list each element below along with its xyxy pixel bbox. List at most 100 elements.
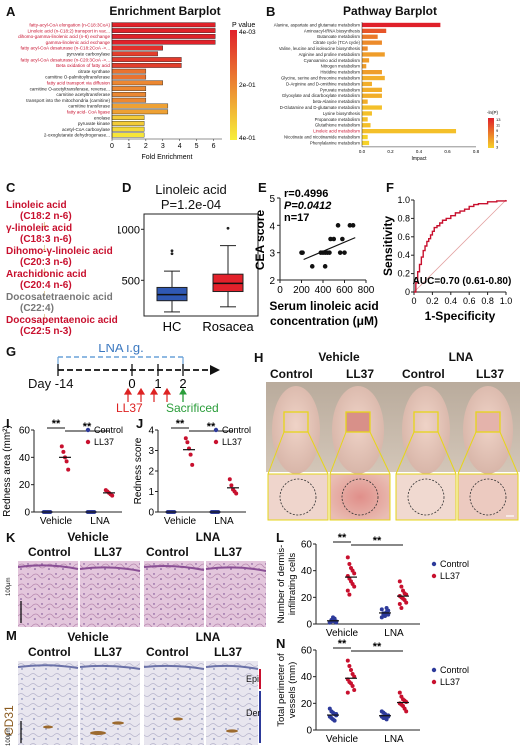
f-x-tick-label: 0 xyxy=(411,296,416,306)
dot-point xyxy=(64,459,69,464)
a-bar xyxy=(111,28,216,33)
he-images xyxy=(18,561,266,627)
a-category-label: pyruvate kinase xyxy=(78,121,111,126)
a-bar xyxy=(111,80,163,86)
pathway-barplot: Alanine, aspartate and glutamate metabol… xyxy=(274,22,501,162)
pathway-step-formula: (C20:3 n-6) xyxy=(20,257,72,268)
k-scale-label: 100μm xyxy=(6,577,12,596)
dot-y-tick-label: 3 xyxy=(148,446,154,457)
cd31-images xyxy=(18,661,261,745)
legend-marker xyxy=(431,561,437,567)
legend-label: Control xyxy=(222,425,251,435)
e-point xyxy=(350,223,356,228)
panel-label-n: N xyxy=(276,636,286,651)
b-legend-tick: 7 xyxy=(496,134,499,139)
k-sub-ll37-1: LL37 xyxy=(94,545,123,559)
dot-point xyxy=(352,688,357,692)
b-bar xyxy=(362,134,368,140)
pathway-step-formula: (C18:3 n-6) xyxy=(20,234,72,245)
b-bar xyxy=(362,46,368,51)
h-sub-ll37-2: LL37 xyxy=(476,367,505,381)
b-category-label: Alanine, aspartate and glutamate metabol… xyxy=(274,22,361,27)
infiltrating-cells-plot: 0 20 40 60 Vehicle LNA ** ** Control LL37 Number o… xyxy=(276,532,469,639)
e-x-label-1: Serum linoleic acid xyxy=(269,299,378,313)
dot-point xyxy=(352,584,357,589)
dot-point xyxy=(347,592,352,597)
legend-label: Control xyxy=(94,425,123,435)
b-x-tick-label: 0.8 xyxy=(473,149,480,154)
a-category-label: enolase xyxy=(94,115,111,120)
mouse-lna-ll37 xyxy=(463,386,513,474)
m-sub-control-1: Control xyxy=(28,645,71,659)
dot-point xyxy=(332,718,337,723)
b-category-label: Lysine biosynthesis xyxy=(323,111,360,116)
tick-1: 1 xyxy=(154,376,161,391)
dot-point xyxy=(347,562,352,566)
a-bar xyxy=(111,91,147,97)
e-stat-p: P=0.0412 xyxy=(284,200,331,212)
panel-label-i: I xyxy=(6,416,10,431)
a-legend-tick: 4e-01 xyxy=(239,135,256,142)
e-point xyxy=(335,223,341,228)
a-bar xyxy=(111,132,145,138)
b-bar xyxy=(362,22,441,28)
a-bar xyxy=(111,51,158,57)
b-bar xyxy=(362,99,368,104)
dot-y-label: Redness area (mm²) xyxy=(2,425,13,517)
dot-category-label: LNA xyxy=(384,734,404,745)
panel-label-m: M xyxy=(6,628,17,643)
e-point xyxy=(347,223,353,228)
dot-point xyxy=(404,709,409,714)
b-bar xyxy=(362,123,371,128)
dot-point xyxy=(379,607,384,612)
e-x-label-2: concentration (μM) xyxy=(270,314,378,328)
dot-point xyxy=(110,493,115,498)
dot-point xyxy=(397,579,402,584)
dot-point xyxy=(345,588,350,593)
b-x-label: Impact xyxy=(411,156,427,162)
f-y-tick-label: 1.0 xyxy=(397,195,410,205)
dot-y-label-1: Total perimeter of xyxy=(276,653,287,727)
b-category-label: beta-Alanine metabolism xyxy=(313,99,361,104)
sig-label: ** xyxy=(338,638,347,650)
dot-y-tick-label: 40 xyxy=(19,453,31,464)
dot-point xyxy=(183,436,188,441)
linoleic-pathway: Linoleic acid (C18:2 n-6) ↓ γ-linoleic acid… xyxy=(6,180,118,337)
panel-b-title: Pathway Barplot xyxy=(342,4,438,18)
e-point xyxy=(300,250,305,255)
dot-y-label: Redness score xyxy=(133,437,144,504)
panel-label-b: B xyxy=(266,4,276,19)
dot-point xyxy=(345,690,350,695)
e-x-tick-label: 0 xyxy=(277,285,283,296)
pathway-step-formula: (C22:5 n-3) xyxy=(20,326,72,337)
sig-label: ** xyxy=(207,421,216,433)
mouse-vehicle-ll37 xyxy=(332,386,384,474)
dot-y-label-1: Number of dermis- xyxy=(276,545,287,624)
dot-category-label: Vehicle xyxy=(40,516,73,526)
k-group-vehicle: Vehicle xyxy=(67,530,109,544)
dot-point xyxy=(383,614,387,618)
pathway-arrow: ↓ xyxy=(42,288,47,298)
dot-y-tick-label: 0 xyxy=(306,620,312,631)
f-y-tick-label: 0.2 xyxy=(397,269,410,279)
legend-marker xyxy=(213,427,219,433)
dot-point xyxy=(399,584,404,589)
legend-marker xyxy=(85,439,91,445)
a-bar xyxy=(111,68,147,74)
dot-category-label: Vehicle xyxy=(164,516,197,526)
a-category-label: citrate synthase xyxy=(78,69,111,74)
b-legend-tick: 11 xyxy=(496,123,501,128)
b-bar xyxy=(362,64,367,69)
dot-y-tick-label: 60 xyxy=(301,540,313,551)
a-legend-tick: 2e-01 xyxy=(239,82,256,89)
dot-point xyxy=(347,664,352,668)
ll37-arrows xyxy=(123,387,172,402)
dot-y-tick-label: 20 xyxy=(301,593,313,604)
b-bar xyxy=(362,93,382,98)
dot-point xyxy=(345,555,350,560)
panel-label-e: E xyxy=(258,180,267,195)
tick-0: 0 xyxy=(128,376,135,391)
legend-marker xyxy=(431,679,437,685)
a-x-tick-label: 5 xyxy=(195,143,199,150)
